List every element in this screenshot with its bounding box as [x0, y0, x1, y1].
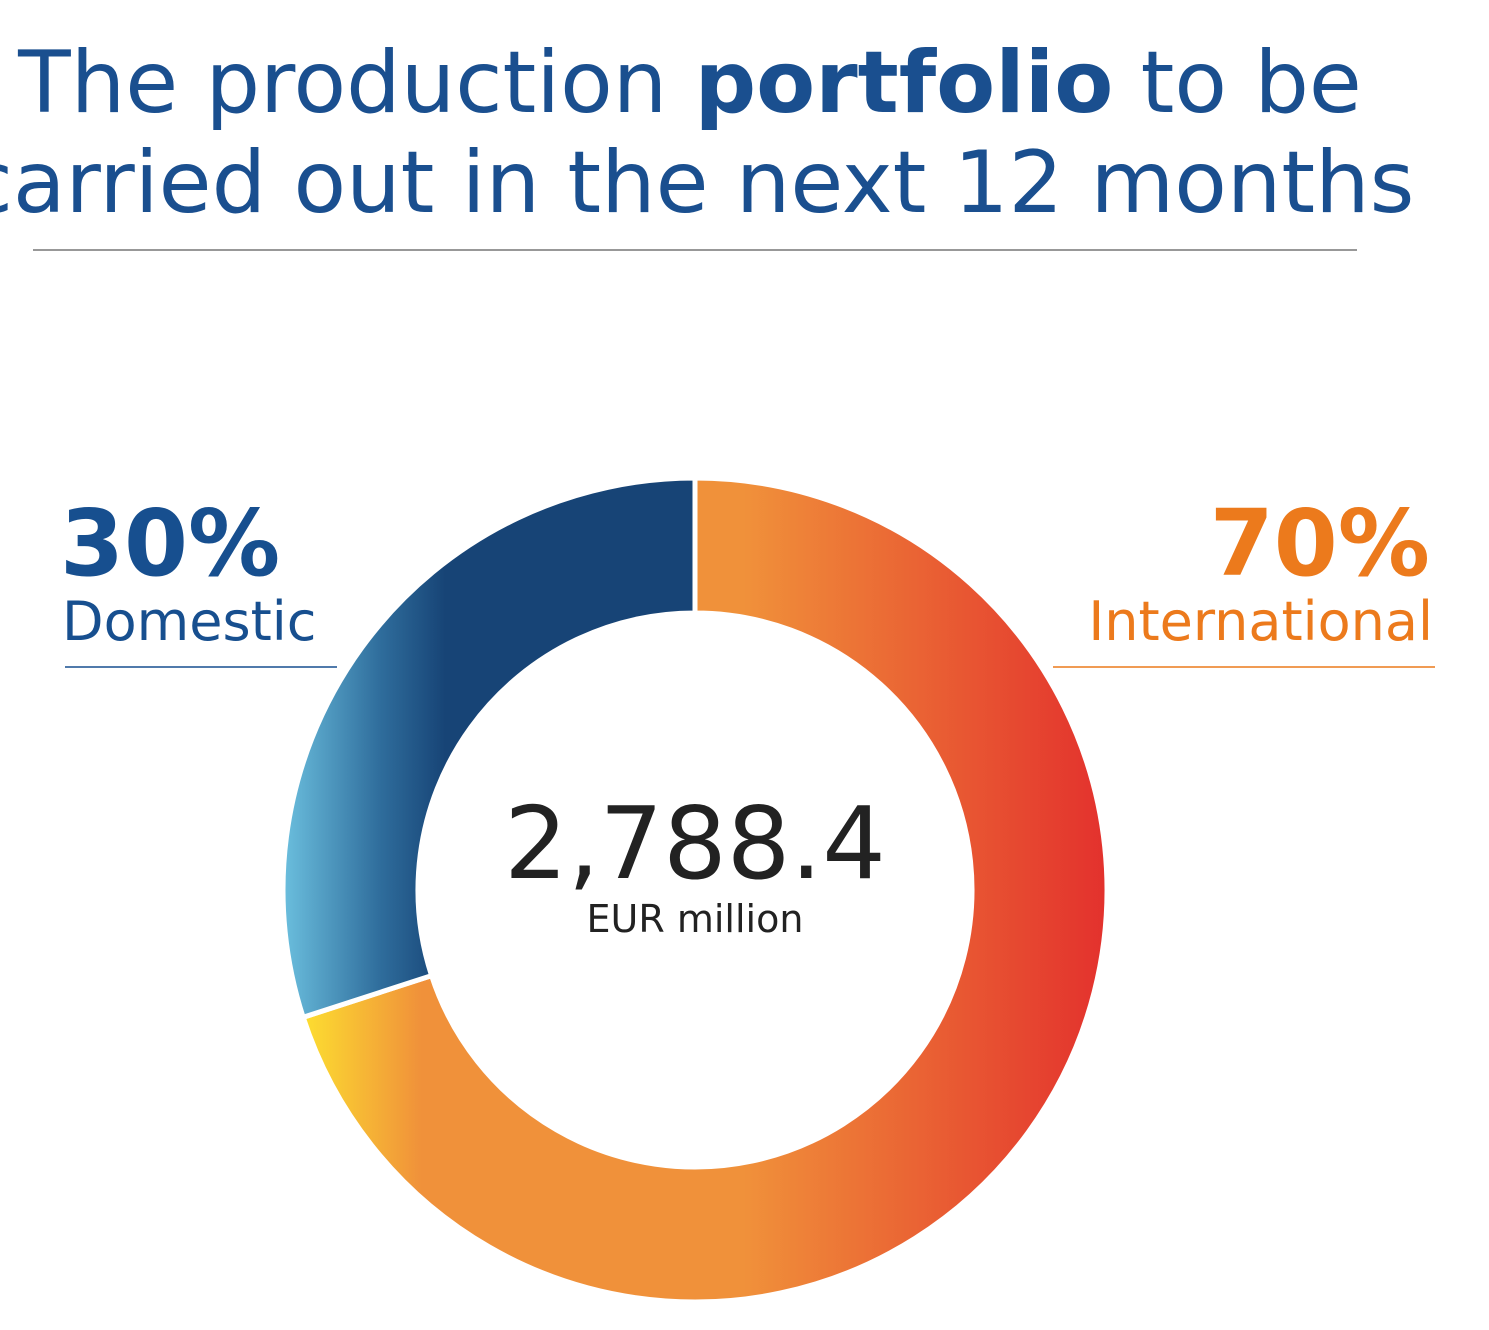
donut	[280, 475, 1110, 1305]
center-label: EUR million	[587, 897, 804, 941]
value-label: 30%	[60, 490, 280, 597]
legend-label: Domestic	[62, 590, 316, 653]
chart-title: The production portfolio to be	[17, 33, 1362, 133]
value-label: 70%	[1210, 490, 1430, 597]
donut-segment	[300, 475, 1110, 1305]
center-value: 2,788.4	[504, 785, 886, 902]
chart-title: carried out in the next 12 months	[0, 133, 1414, 233]
legend-label: International	[1088, 590, 1433, 653]
donut-segment	[280, 475, 698, 1021]
